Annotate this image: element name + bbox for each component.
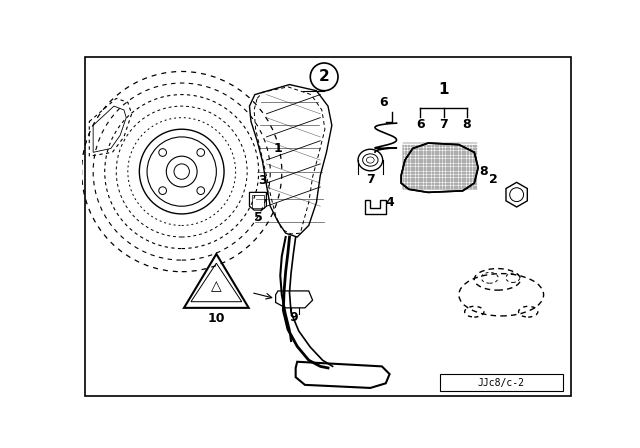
Text: 5: 5 (254, 211, 263, 224)
Text: 4: 4 (385, 196, 394, 209)
Bar (252, 195, 264, 208)
Text: 9: 9 (289, 311, 298, 324)
Polygon shape (401, 143, 478, 192)
Text: 1: 1 (438, 82, 449, 97)
Text: JJc8/c-2: JJc8/c-2 (477, 378, 525, 388)
Text: △: △ (211, 279, 221, 293)
Circle shape (310, 63, 338, 91)
Text: 8: 8 (479, 165, 488, 178)
Text: 2: 2 (319, 69, 330, 84)
Text: 7: 7 (366, 173, 375, 186)
Text: 6: 6 (416, 118, 425, 131)
Text: 6: 6 (379, 96, 388, 109)
Text: 2: 2 (489, 173, 498, 186)
Text: 10: 10 (207, 312, 225, 325)
Text: 8: 8 (462, 118, 471, 131)
Text: 7: 7 (439, 118, 448, 131)
Text: 1: 1 (273, 142, 282, 155)
Bar (440, 374, 563, 391)
Text: 3: 3 (258, 174, 267, 187)
